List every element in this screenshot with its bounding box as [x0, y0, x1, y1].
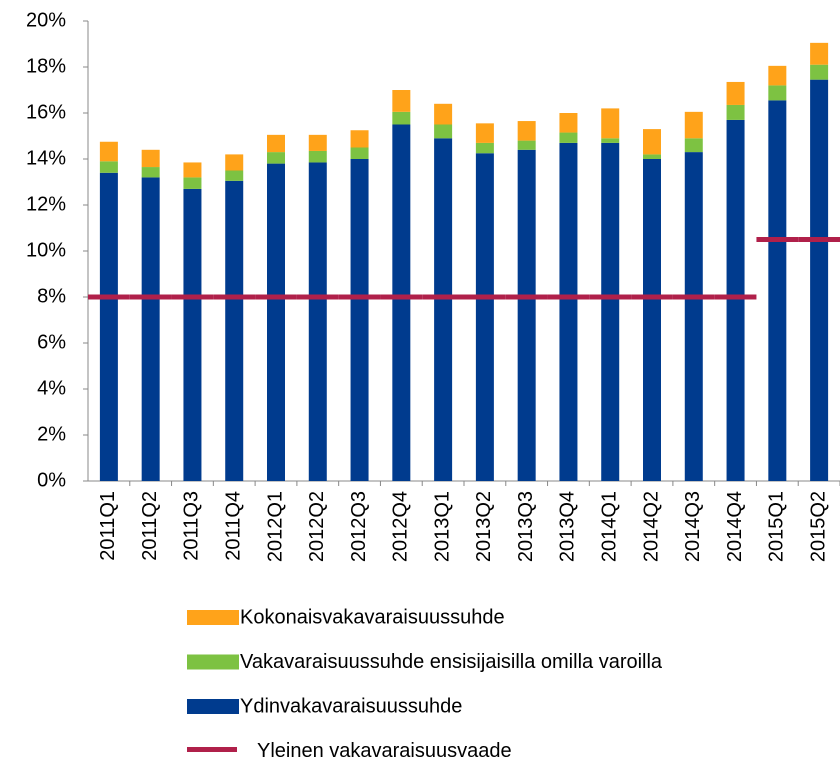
bar-segment [308, 150, 327, 163]
bar-segment [267, 152, 285, 164]
bar-segment [684, 152, 703, 481]
bar-segment [267, 134, 285, 153]
y-tick-label: 18% [26, 55, 66, 77]
y-tick-label: 0% [37, 469, 66, 491]
legend-swatch [187, 699, 239, 714]
x-tick-label: 2014Q2 [640, 491, 662, 562]
bar-segment [141, 149, 160, 168]
legend-label: Kokonaisvakavaraisuussuhde [240, 606, 505, 628]
bar-segment [684, 138, 703, 153]
legend-swatch [187, 610, 239, 625]
bar-segment [684, 111, 703, 139]
bar-segment [99, 141, 118, 162]
x-tick-label: 2015Q2 [807, 491, 829, 562]
bar-segment [517, 149, 536, 482]
bar-segment [768, 85, 787, 101]
bar-segment [225, 170, 244, 181]
legend-swatch [187, 654, 239, 670]
bar-segment [434, 103, 453, 125]
bar-segment [726, 119, 745, 482]
bar-segment [99, 172, 118, 482]
bar-segment [183, 177, 202, 189]
bar-segment [559, 113, 578, 133]
bar-segment [183, 188, 202, 481]
legend-label: Ydinvakavaraisuussuhde [240, 695, 462, 717]
y-tick-label: 6% [37, 331, 66, 353]
x-tick-label: 2014Q3 [682, 491, 704, 562]
bar-segment [768, 100, 787, 481]
y-tick-label: 16% [26, 101, 66, 123]
bar-segment [726, 104, 745, 120]
x-tick-label: 2011Q4 [223, 491, 245, 561]
bar-segment [726, 81, 745, 105]
x-tick-label: 2011Q1 [97, 491, 119, 561]
bar-segment [350, 147, 369, 159]
bar-segment [517, 121, 536, 141]
bar-segment [810, 64, 829, 80]
bar-segment [517, 140, 536, 150]
y-tick-label: 2% [37, 423, 66, 445]
bar-segment [475, 123, 494, 143]
x-tick-label: 2012Q1 [264, 491, 286, 562]
x-tick-label: 2012Q2 [306, 491, 328, 562]
x-tick-label: 2013Q3 [515, 491, 537, 562]
bar-segment [350, 159, 369, 481]
y-tick-label: 10% [26, 239, 66, 261]
bar-segment [392, 124, 411, 481]
bar-segment [308, 134, 327, 151]
y-tick-label: 8% [37, 285, 66, 307]
x-tick-label: 2011Q2 [139, 491, 161, 561]
bar-segment [392, 90, 411, 112]
legend-label: Vakavaraisuussuhde ensisijaisilla omilla… [240, 651, 663, 673]
bar-segment [392, 111, 411, 125]
bar-segment [267, 163, 285, 481]
x-tick-label: 2012Q4 [390, 491, 412, 562]
y-tick-label: 14% [26, 147, 66, 169]
bar-segment [308, 162, 327, 481]
x-tick-label: 2011Q3 [181, 491, 203, 561]
x-tick-label: 2015Q1 [766, 491, 788, 562]
bar-segment [141, 167, 160, 178]
x-tick-label: 2012Q3 [348, 491, 370, 562]
legend-label: Yleinen vakavaraisuusvaade [257, 740, 512, 762]
bar-segment [434, 124, 453, 139]
y-tick-label: 4% [37, 377, 66, 399]
bar-segment [225, 154, 244, 171]
y-tick-label: 12% [26, 193, 66, 215]
bar-segment [475, 153, 494, 481]
bar-segment [810, 42, 829, 65]
y-tick-label: 20% [26, 9, 66, 31]
bar-segment [768, 65, 787, 86]
bar-segment [643, 159, 661, 481]
bar-segment [559, 132, 578, 143]
bar-segment [643, 129, 661, 155]
bar-segment [643, 154, 661, 159]
bar-segment [810, 79, 829, 482]
bar-segment [601, 142, 620, 481]
bar-segment [99, 161, 118, 173]
bar-segment [350, 130, 369, 148]
x-tick-label: 2014Q4 [724, 491, 746, 562]
bar-segment [601, 138, 620, 143]
bar-segment [225, 180, 244, 481]
bar-segment [183, 162, 202, 178]
bar-segment [475, 142, 494, 154]
bar-segment [141, 177, 160, 481]
x-tick-label: 2013Q2 [473, 491, 495, 562]
bar-segment [434, 138, 453, 482]
bar-segment [559, 142, 578, 481]
bar-segment [601, 108, 620, 139]
x-tick-label: 2013Q4 [557, 491, 579, 562]
x-tick-label: 2013Q1 [431, 491, 453, 562]
x-tick-label: 2014Q1 [599, 491, 621, 562]
